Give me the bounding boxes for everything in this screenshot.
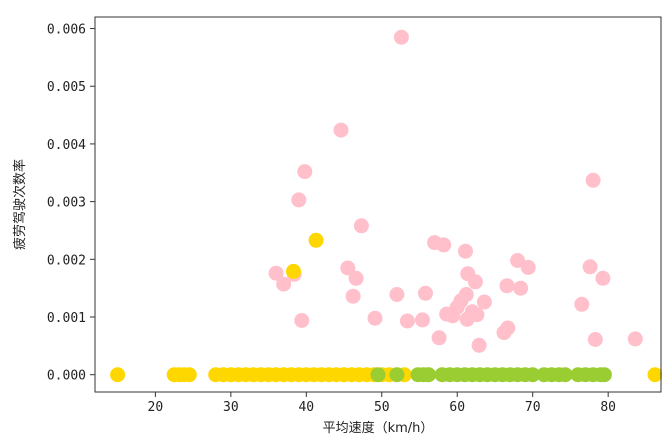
y-tick-label: 0.000 (47, 369, 86, 384)
data-point (587, 332, 603, 347)
data-point (294, 313, 310, 328)
y-tick-label: 0.005 (47, 80, 86, 95)
y-tick-label: 0.004 (47, 138, 86, 153)
data-point (181, 367, 197, 383)
x-tick-label: 70 (525, 400, 541, 415)
data-point (297, 164, 313, 180)
data-point (415, 312, 430, 328)
data-point (469, 307, 485, 323)
data-point (500, 320, 516, 336)
data-point (399, 313, 415, 329)
data-point (348, 270, 364, 286)
x-tick-label: 40 (298, 400, 314, 415)
data-point (436, 237, 452, 253)
data-point (345, 288, 361, 304)
x-tick-label: 80 (600, 400, 616, 415)
y-tick-label: 0.001 (47, 311, 86, 326)
data-point (627, 331, 643, 347)
data-point (431, 330, 447, 346)
y-axis-ticks: 0.000 0.001 0.002 0.003 0.004 0.005 0.006 (47, 23, 95, 384)
data-point (389, 287, 405, 302)
y-tick-label: 0.002 (47, 253, 86, 268)
data-point (291, 192, 307, 208)
data-point (471, 337, 487, 353)
data-point (574, 296, 590, 312)
data-point (418, 285, 433, 301)
data-point (268, 265, 284, 281)
data-point (286, 263, 301, 279)
data-point (467, 274, 483, 290)
data-point (557, 367, 573, 383)
data-point (596, 367, 612, 383)
x-tick-label: 60 (449, 400, 465, 415)
data-point (333, 122, 349, 138)
data-point (421, 367, 437, 383)
data-point (499, 278, 515, 294)
data-point (340, 260, 356, 276)
x-axis-label: 平均速度（km/h） (323, 420, 434, 436)
y-axis-label: 疲劳驾驶次数率 (12, 159, 28, 250)
y-tick-label: 0.006 (47, 23, 86, 38)
data-point (647, 367, 662, 383)
plot-frame (94, 16, 662, 393)
data-point (393, 29, 409, 45)
data-point (367, 310, 383, 326)
data-point (510, 253, 526, 268)
data-point (585, 172, 601, 188)
data-point (110, 367, 126, 383)
data-point (476, 294, 492, 310)
data-point (389, 367, 405, 383)
data-point (458, 287, 474, 302)
data-point (513, 280, 529, 296)
data-point (276, 276, 292, 292)
x-axis-ticks: 20 30 40 50 60 70 80 (148, 392, 616, 415)
data-point (595, 270, 611, 286)
data-point (308, 232, 324, 248)
x-tick-label: 50 (374, 400, 390, 415)
data-point (370, 367, 386, 383)
data-point (353, 218, 369, 234)
x-tick-label: 20 (148, 400, 164, 415)
y-tick-label: 0.003 (47, 196, 86, 211)
data-point (525, 367, 541, 383)
data-point (458, 243, 473, 259)
data-point (520, 259, 536, 275)
data-point (582, 259, 598, 275)
x-tick-label: 30 (223, 400, 239, 415)
plot-points (110, 29, 662, 383)
